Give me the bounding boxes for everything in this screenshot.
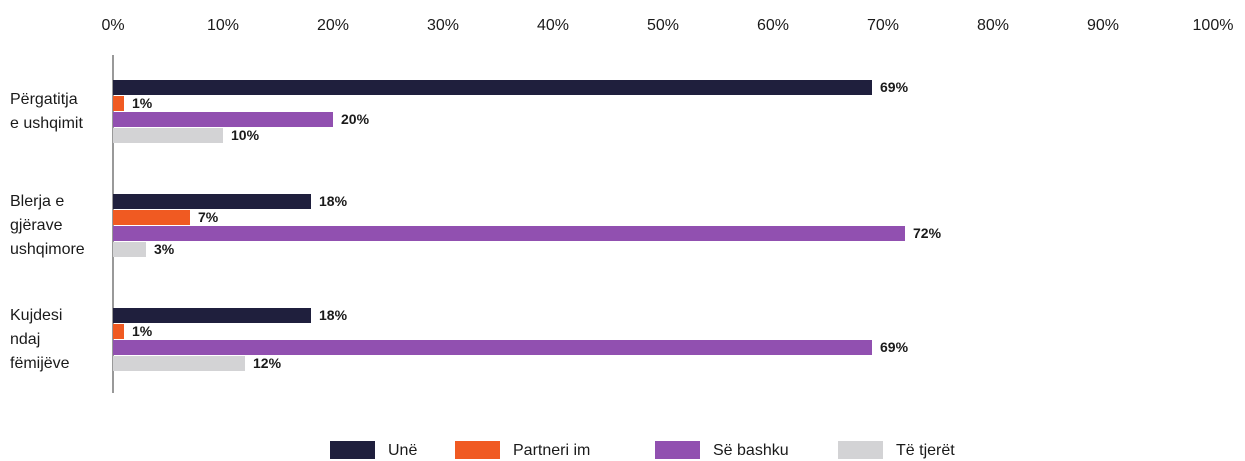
x-tick-label: 90% bbox=[1087, 17, 1119, 34]
x-tick-label: 30% bbox=[427, 17, 459, 34]
category-label: Përgatitja e ushqimit bbox=[10, 91, 83, 132]
x-tick-label: 80% bbox=[977, 17, 1009, 34]
value-label: 69% bbox=[880, 339, 909, 355]
x-tick-label: 70% bbox=[867, 17, 899, 34]
bar bbox=[113, 324, 124, 339]
value-label: 18% bbox=[319, 193, 348, 209]
value-label: 12% bbox=[253, 355, 282, 371]
bar bbox=[113, 340, 872, 355]
value-label: 72% bbox=[913, 225, 942, 241]
bar bbox=[113, 194, 311, 209]
legend-swatch bbox=[330, 441, 375, 459]
x-tick-label: 10% bbox=[207, 17, 239, 34]
value-label: 7% bbox=[198, 209, 219, 225]
x-tick-label: 60% bbox=[757, 17, 789, 34]
bar bbox=[113, 128, 223, 143]
bar bbox=[113, 226, 905, 241]
bar bbox=[113, 210, 190, 225]
legend-swatch bbox=[655, 441, 700, 459]
value-label: 69% bbox=[880, 79, 909, 95]
x-tick-label: 0% bbox=[101, 17, 124, 34]
bar bbox=[113, 242, 146, 257]
value-label: 20% bbox=[341, 111, 370, 127]
x-tick-label: 20% bbox=[317, 17, 349, 34]
value-label: 3% bbox=[154, 241, 175, 257]
bar bbox=[113, 356, 245, 371]
value-label: 1% bbox=[132, 95, 153, 111]
legend-label: Të tjerët bbox=[896, 442, 955, 459]
legend-swatch bbox=[838, 441, 883, 459]
legend-swatch bbox=[455, 441, 500, 459]
legend-label: Partneri im bbox=[513, 442, 590, 459]
x-tick-label: 100% bbox=[1193, 17, 1234, 34]
bar bbox=[113, 308, 311, 323]
x-tick-label: 40% bbox=[537, 17, 569, 34]
bar bbox=[113, 112, 333, 127]
bar bbox=[113, 80, 872, 95]
value-label: 10% bbox=[231, 127, 260, 143]
category-label: Kujdesi ndaj fëmijëve bbox=[10, 307, 70, 372]
legend-label: Unë bbox=[388, 442, 417, 459]
bar bbox=[113, 96, 124, 111]
category-label: Blerja e gjërave ushqimore bbox=[10, 193, 85, 258]
legend-label: Së bashku bbox=[713, 442, 789, 459]
value-label: 18% bbox=[319, 307, 348, 323]
value-label: 1% bbox=[132, 323, 153, 339]
x-tick-label: 50% bbox=[647, 17, 679, 34]
